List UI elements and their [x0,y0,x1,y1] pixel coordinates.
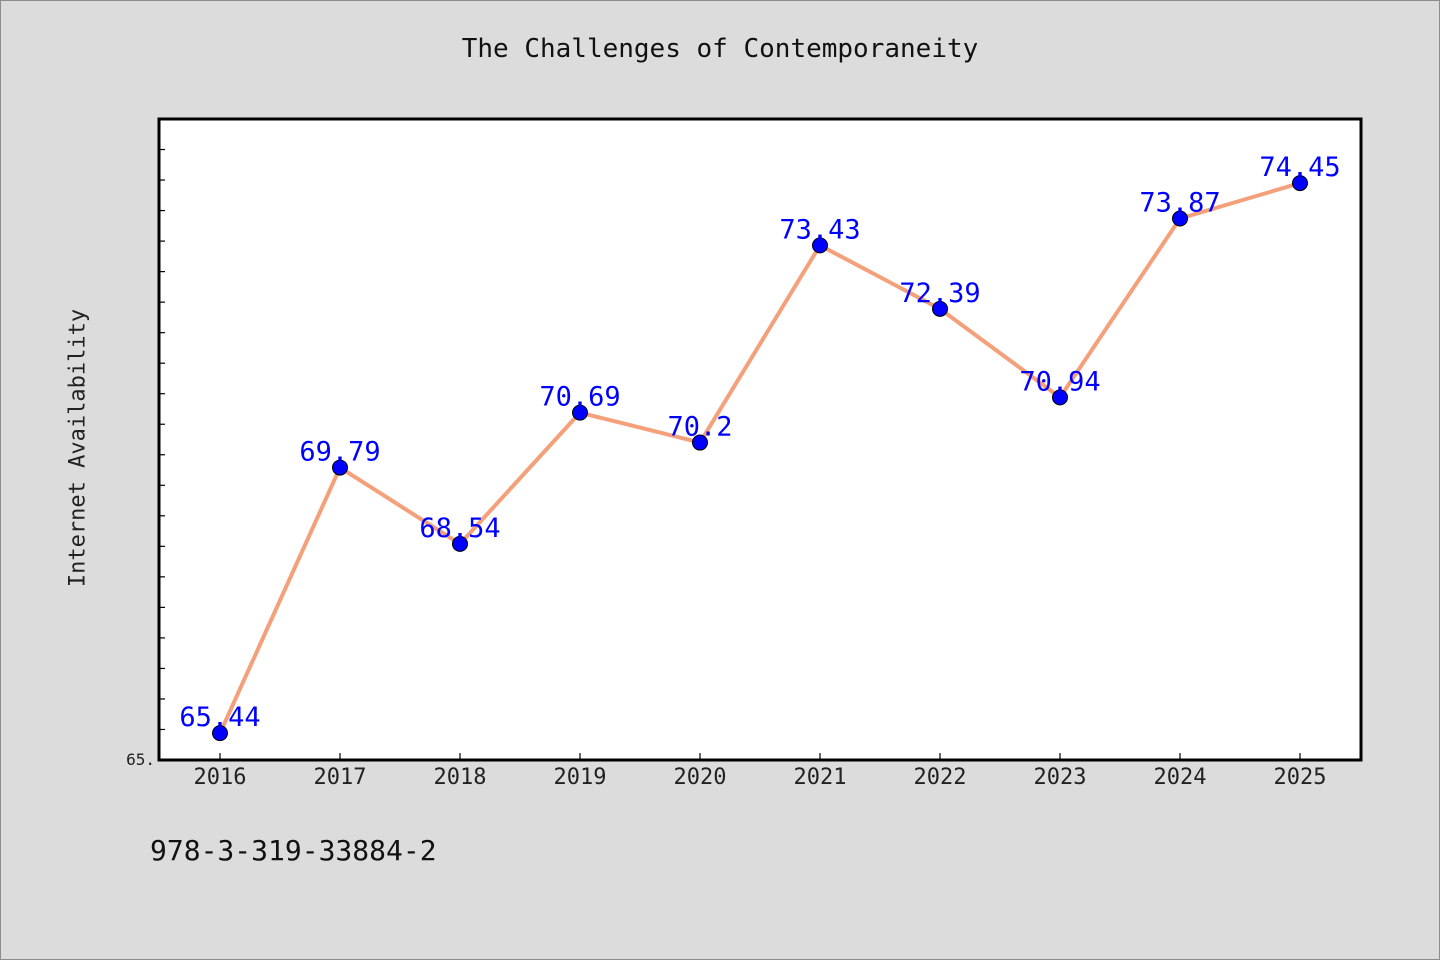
data-point [212,725,228,742]
x-tick-label: 2017 [314,765,367,790]
x-tick-label: 2024 [1154,765,1207,790]
x-tick-labels: 2016 2017 2018 2019 2020 2021 2022 2023 2024 2025 [194,765,1327,790]
data-label: 68.54 [419,513,500,544]
data-label: 70.69 [539,382,620,413]
y-tick-label: 65. [126,750,155,769]
data-point [332,459,348,476]
x-tick-label: 2022 [914,765,967,790]
x-tick-label: 2016 [194,765,247,790]
data-label: 73.87 [1139,188,1220,219]
x-tick-label: 2020 [674,765,727,790]
data-label: 74.45 [1259,152,1340,183]
x-tick-label: 2023 [1034,765,1087,790]
x-tick-label: 2021 [794,765,847,790]
data-label: 65.44 [179,702,260,733]
data-point [572,404,588,421]
data-label: 70.2 [667,412,732,443]
chart-title: The Challenges of Contemporaneity [461,34,979,64]
data-labels: 65.44 69.79 68.54 70.69 70.2 73.43 72.39 70.94 7… [179,152,1340,733]
data-point [452,535,468,552]
data-label: 70.94 [1019,366,1100,397]
data-label: 69.79 [299,437,380,468]
data-label: 72.39 [899,278,980,309]
plot-area [157,117,1363,762]
series-markers [212,175,1308,742]
data-label: 73.43 [779,214,860,245]
x-tick-label: 2018 [434,765,487,790]
footer-note: 978-3-319-33884-2 [150,834,437,867]
data-point [1052,389,1068,406]
x-ticks [219,753,1301,760]
data-point [692,434,708,451]
series-line [218,181,1302,736]
y-tick-labels: 65. [126,750,155,769]
y-minor-ticks [159,118,165,761]
x-tick-label: 2019 [554,765,607,790]
data-point [1292,175,1308,192]
x-tick-label: 2025 [1274,765,1327,790]
data-point [812,237,828,254]
data-point [932,300,948,317]
data-point [1172,210,1188,227]
